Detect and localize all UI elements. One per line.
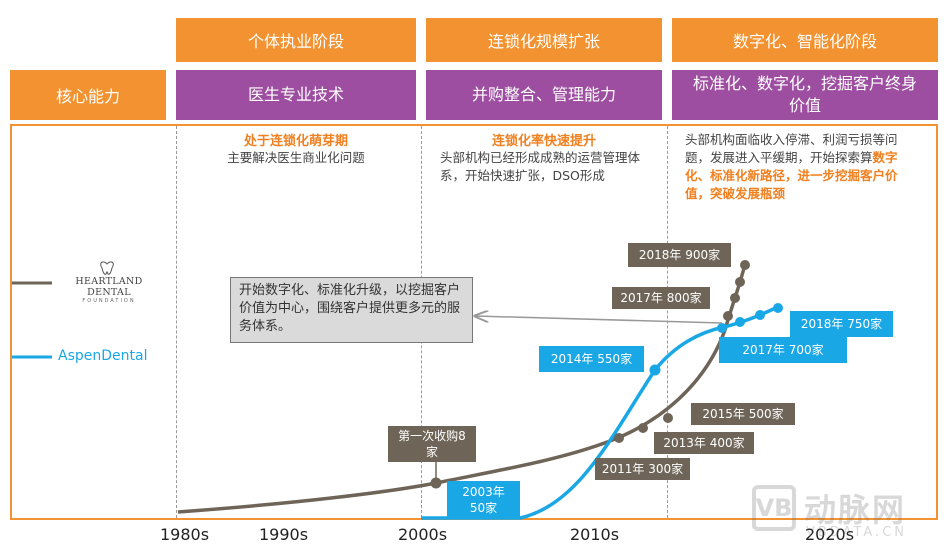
heartland-point xyxy=(735,277,745,287)
heartland-point xyxy=(614,433,624,443)
watermark-brand: 动脉网 xyxy=(804,491,907,529)
heartland-label-2018: 2018年 900家 xyxy=(628,243,731,267)
tooth-icon xyxy=(100,261,114,275)
heartland-logo-sub: FOUNDATION xyxy=(82,298,136,304)
phase1-title: 处于连锁化萌芽期 xyxy=(243,134,348,149)
axis-label-1990s: 1990s xyxy=(259,525,309,544)
core-cell-doctor: 医生专业技术 xyxy=(176,70,416,120)
aspen-label-2018: 2018年 750家 xyxy=(790,311,893,337)
watermark-logo: VB 动脉网 VBDATA.CN xyxy=(752,485,942,545)
heartland-point xyxy=(638,423,648,433)
aspen-label-2014: 2014年 550家 xyxy=(539,346,644,372)
watermark-url: VBDATA.CN xyxy=(806,525,908,540)
phase3-text-highlight: 数字化、标准化新路径，进一步挖掘客户价值，突破发展瓶颈 xyxy=(685,150,898,201)
aspen-label-2017: 2017年 700家 xyxy=(719,337,847,363)
axis-label-2000s: 2000s xyxy=(398,525,448,544)
phase2-title: 连锁化率快速提升 xyxy=(491,134,596,149)
digitalization-note: 开始数字化、标准化升级，以挖掘客户价值为中心，围绕客户提供更多元的服务体系。 xyxy=(230,277,473,343)
phase-header-individual: 个体执业阶段 xyxy=(176,18,416,62)
axis-label-2010s: 2010s xyxy=(570,525,620,544)
heartland-label-2013: 2013年 400家 xyxy=(654,432,754,454)
heartland-logo-text: HEARTLAND DENTAL xyxy=(75,276,143,298)
core-cell-digital: 标准化、数字化，挖掘客户终身价值 xyxy=(672,70,938,120)
phase3-text: 头部机构面临收入停滞、利润亏损等问题，发展进入平缓期，开始探索算数字化、标准化新… xyxy=(685,131,910,203)
aspen-point xyxy=(717,323,727,333)
aspen-point xyxy=(649,364,661,376)
phase2-text: 头部机构已经形成成熟的运营管理体系，开始快速扩张，DSO形成 xyxy=(440,150,641,183)
phase1-text: 主要解决医生商业化问题 xyxy=(227,150,365,165)
heartland-point xyxy=(740,260,750,270)
axis-label-1980s: 1980s xyxy=(160,525,210,544)
aspen-label-2003: 2003年50家 xyxy=(447,481,520,519)
aspen-point xyxy=(755,310,765,320)
heartland-point xyxy=(730,293,740,303)
heartland-logo: HEARTLAND DENTAL FOUNDATION xyxy=(55,276,163,304)
heartland-point xyxy=(723,311,733,321)
heartland-point xyxy=(663,413,673,423)
axis-label-2020s: 2020s xyxy=(805,525,855,544)
aspen-point xyxy=(735,317,745,327)
heartland-point xyxy=(430,477,442,489)
aspen-point xyxy=(773,303,783,313)
heartland-label-2011: 2011年 300家 xyxy=(595,458,690,480)
note-arrow xyxy=(475,316,723,324)
watermark-vb-icon: VB xyxy=(752,485,796,531)
phase-header-chain: 连锁化规模扩张 xyxy=(426,18,662,62)
heartland-label-2015: 2015年 500家 xyxy=(691,403,795,425)
phase3-text-plain: 头部机构面临收入停滞、利润亏损等问题，发展进入平缓期，开始探索算 xyxy=(685,132,898,165)
heartland-label-first-acquisition: 第一次收购8家 xyxy=(388,426,476,462)
core-cell-management: 并购整合、管理能力 xyxy=(426,70,662,120)
phase-header-digital: 数字化、智能化阶段 xyxy=(672,18,938,62)
core-capability-label: 核心能力 xyxy=(10,70,166,120)
phase-divider xyxy=(176,126,177,518)
aspen-logo: AspenDental xyxy=(58,348,148,364)
heartland-label-2017: 2017年 800家 xyxy=(612,287,710,309)
